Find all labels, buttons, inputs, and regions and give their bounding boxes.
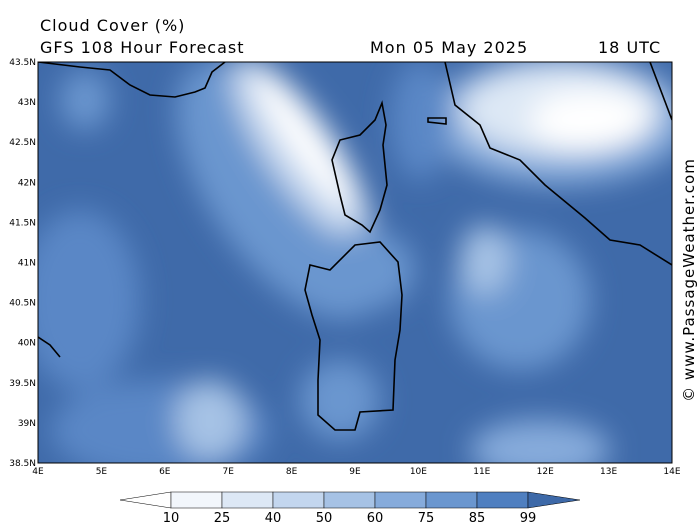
- lat-tick-label: 42.5N: [9, 138, 36, 148]
- cloud-field: [38, 62, 672, 463]
- colorbar-label: 60: [367, 511, 384, 525]
- lat-tick-label: 38.5N: [9, 459, 36, 469]
- lat-tick-label: 39N: [18, 419, 36, 429]
- lon-tick-label: 7E: [222, 467, 234, 477]
- cloud-blobs: [38, 62, 672, 463]
- colorbar-segment: [170, 491, 223, 509]
- colorbar-segment: [476, 491, 529, 509]
- colorbar-label: 85: [469, 511, 486, 525]
- colorbar-label: 50: [316, 511, 333, 525]
- lat-tick-label: 40.5N: [9, 299, 36, 309]
- lat-tick-label: 41N: [18, 259, 36, 269]
- colorbar-segment: [272, 491, 325, 509]
- lat-tick-label: 39.5N: [9, 379, 36, 389]
- lon-tick-label: 8E: [286, 467, 298, 477]
- colorbar-label: 40: [265, 511, 282, 525]
- lon-tick-label: 10E: [410, 467, 427, 477]
- time: 18 UTC: [598, 38, 661, 57]
- colorbar-label: 99: [520, 511, 537, 525]
- colorbar-label: 25: [214, 511, 231, 525]
- colorbar-segment: [323, 491, 376, 509]
- title: Cloud Cover (%): [40, 16, 185, 35]
- lon-tick-label: 6E: [159, 467, 171, 477]
- subtitle: GFS 108 Hour Forecast: [40, 38, 245, 57]
- colorbar-segment: [221, 491, 274, 509]
- colorbar-end: [527, 491, 581, 509]
- lon-tick-label: 4E: [32, 467, 44, 477]
- lon-tick-label: 13E: [600, 467, 617, 477]
- lat-tick-label: 43N: [18, 98, 36, 108]
- colorbar-label: 75: [418, 511, 435, 525]
- colorbar-label: 10: [163, 511, 180, 525]
- date: Mon 05 May 2025: [370, 38, 528, 57]
- lat-tick-label: 40N: [18, 339, 36, 349]
- lon-tick-label: 9E: [349, 467, 361, 477]
- lon-tick-label: 14E: [663, 467, 680, 477]
- lon-tick-label: 12E: [537, 467, 554, 477]
- lon-tick-label: 11E: [473, 467, 490, 477]
- lon-tick-label: 5E: [96, 467, 108, 477]
- lat-tick-label: 41.5N: [9, 218, 36, 228]
- map-frame: [37, 61, 673, 464]
- colorbar-segment: [425, 491, 478, 509]
- coastlines: [38, 62, 672, 431]
- lat-tick-label: 43.5N: [9, 58, 36, 68]
- colorbar-segment: [374, 491, 427, 509]
- lat-tick-label: 42N: [18, 178, 36, 188]
- colorbar-end: [119, 491, 172, 509]
- watermark: © www.PassageWeather.com: [680, 158, 698, 402]
